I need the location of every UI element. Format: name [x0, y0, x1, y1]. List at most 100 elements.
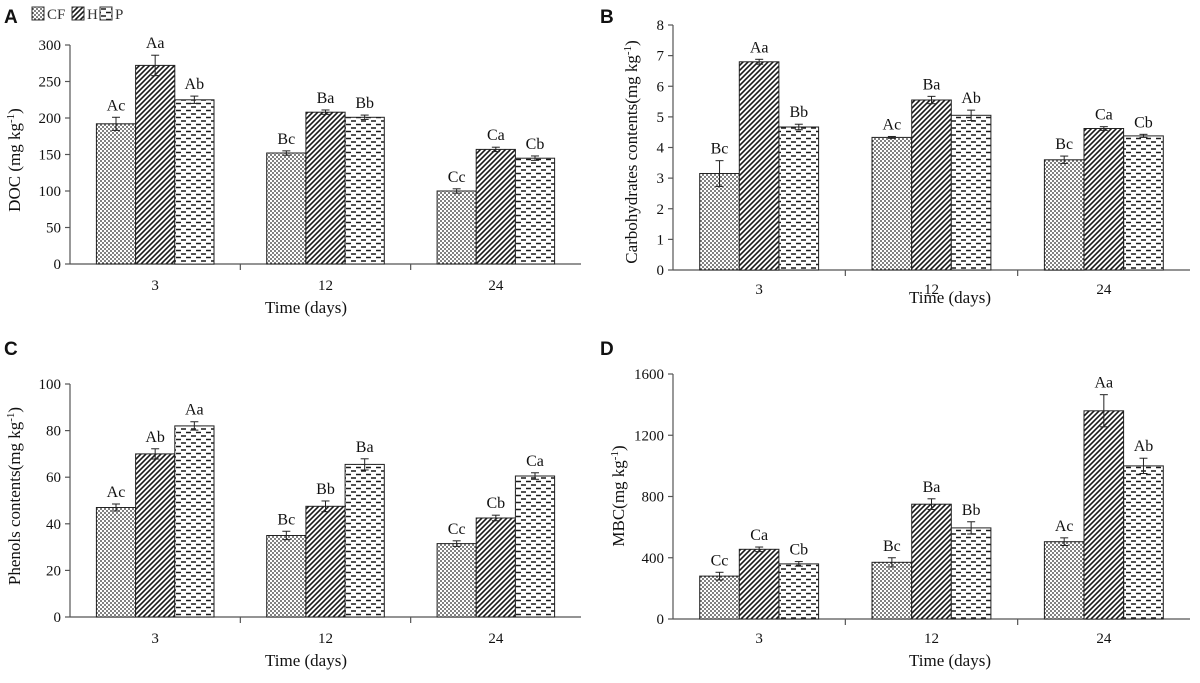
- error-bar: [282, 150, 291, 156]
- error-bar: [967, 521, 976, 535]
- y-tick-label: 40: [46, 517, 61, 533]
- bar-h-day-24: [475, 148, 516, 265]
- significance-label: Cc: [711, 552, 729, 569]
- bar-h-day-12: [305, 505, 346, 618]
- legend-label-p: P: [115, 7, 123, 23]
- error-bar: [1060, 155, 1069, 164]
- significance-label: Ca: [750, 527, 768, 544]
- significance-label: Ab: [1134, 438, 1154, 455]
- significance-label: Bc: [1055, 136, 1073, 153]
- bar-h-day-24: [1083, 410, 1125, 620]
- error-bar: [452, 188, 461, 194]
- x-axis-title: Time (days): [265, 298, 347, 317]
- y-tick-label: 400: [642, 551, 665, 567]
- significance-label: Bc: [277, 511, 295, 528]
- bar-p-day-24: [1123, 465, 1164, 620]
- error-bar: [1099, 126, 1108, 131]
- y-axis-title: Carbohydrates contents(mg kg-1): [622, 40, 641, 264]
- bar-p-day-24: [1123, 135, 1164, 271]
- error-bar: [360, 458, 369, 471]
- y-tick-label: 60: [46, 470, 61, 486]
- bar-cf-day-3: [699, 575, 740, 620]
- x-tick-label: 24: [1096, 631, 1112, 647]
- error-bar: [887, 135, 896, 139]
- significance-label: Aa: [750, 39, 769, 56]
- x-tick-label: 24: [488, 278, 504, 294]
- bar-h-day-3: [738, 61, 780, 271]
- significance-label: Bb: [355, 95, 374, 112]
- bar-cf-day-24: [436, 543, 477, 618]
- panel-a: A 0 50 100 150 200 250 300 3 Ac Aa Ab 12 Bc Ba Bb 24 Cc Ca…: [4, 7, 581, 317]
- significance-label: Ab: [185, 76, 205, 93]
- significance-label: Ac: [1055, 518, 1074, 535]
- bar-p-day-12: [950, 527, 992, 620]
- bar-p-day-24: [514, 157, 556, 265]
- error-bar: [927, 498, 936, 511]
- significance-label: Bb: [316, 481, 335, 498]
- x-tick-label: 12: [924, 631, 939, 647]
- bar-cf-day-12: [871, 136, 913, 271]
- error-bar: [111, 116, 120, 131]
- x-tick-label: 3: [755, 631, 763, 647]
- y-tick-label: 8: [657, 18, 665, 34]
- significance-label: Ca: [526, 453, 544, 470]
- bar-h-day-3: [135, 453, 176, 618]
- y-tick-label: 1200: [634, 428, 664, 444]
- y-axis-title: MBC(mg kg-1): [609, 445, 628, 546]
- x-axis-title: Time (days): [909, 651, 991, 670]
- y-tick-label: 20: [46, 563, 61, 579]
- x-tick-label: 3: [151, 631, 159, 647]
- bar-h-day-3: [135, 64, 176, 265]
- significance-label: Ca: [487, 127, 505, 144]
- significance-label: Cb: [789, 542, 808, 559]
- bar-cf-day-24: [1043, 159, 1085, 271]
- panel-letter-b: B: [600, 7, 614, 28]
- bar-cf-day-3: [95, 507, 137, 618]
- bar-p-day-12: [344, 463, 385, 618]
- significance-label: Aa: [185, 402, 204, 419]
- panel-letter-a: A: [4, 7, 18, 28]
- significance-label: Cb: [526, 136, 545, 153]
- bar-h-day-3: [738, 548, 780, 620]
- x-tick-label: 12: [318, 631, 333, 647]
- legend-label-cf: CF: [47, 7, 65, 23]
- error-bar: [755, 546, 764, 553]
- legend-swatch-h: [71, 6, 85, 21]
- x-tick-label: 12: [924, 282, 939, 298]
- error-bar: [531, 472, 540, 480]
- error-bar: [452, 540, 461, 547]
- significance-label: Cb: [486, 495, 505, 512]
- x-axis-title: Time (days): [265, 651, 347, 670]
- y-tick-label: 200: [39, 111, 62, 127]
- bar-p-day-12: [950, 114, 992, 271]
- y-tick-label: 100: [39, 377, 62, 393]
- y-axis-title: DOC (mg kg-1): [5, 108, 24, 212]
- y-tick-label: 1: [657, 232, 665, 248]
- x-tick-label: 3: [151, 278, 159, 294]
- significance-label: Bc: [883, 538, 901, 555]
- error-bar: [794, 123, 803, 131]
- y-tick-label: 0: [54, 257, 62, 273]
- error-bar: [151, 54, 160, 77]
- bar-p-day-3: [174, 99, 215, 265]
- significance-label: Bb: [789, 104, 808, 121]
- error-bar: [1139, 133, 1148, 138]
- error-bar: [491, 146, 500, 153]
- y-tick-label: 800: [642, 490, 665, 506]
- significance-label: Cc: [448, 521, 466, 538]
- legend-swatch-p: [99, 6, 113, 21]
- y-tick-label: 250: [39, 75, 62, 91]
- bar-p-day-3: [174, 425, 215, 618]
- significance-label: Ac: [107, 97, 126, 114]
- error-bar: [715, 571, 724, 581]
- error-bar: [531, 155, 540, 161]
- bar-cf-day-12: [266, 152, 307, 265]
- error-bar: [321, 109, 330, 115]
- significance-label: Bb: [962, 502, 981, 519]
- bar-h-day-12: [305, 111, 346, 265]
- bar-p-day-24: [514, 475, 556, 618]
- significance-label: Ac: [883, 116, 902, 133]
- error-bar: [927, 95, 936, 105]
- bar-p-day-3: [778, 563, 820, 620]
